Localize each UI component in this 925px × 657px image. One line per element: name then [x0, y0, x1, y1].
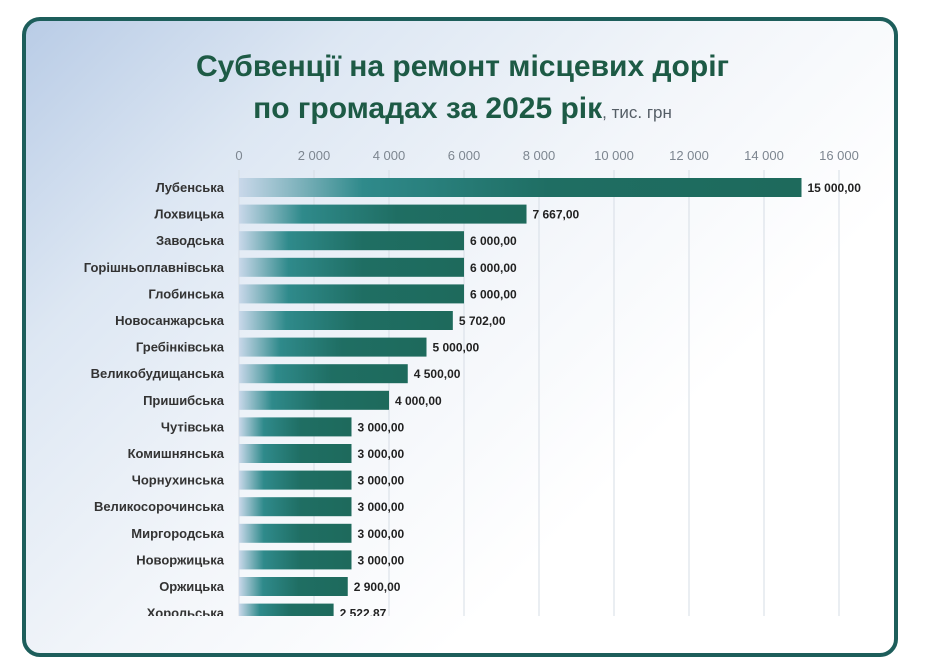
category-label: Миргородська [131, 526, 224, 541]
bar [239, 417, 352, 437]
value-label: 6 000,00 [470, 261, 517, 275]
value-label: 5 702,00 [459, 314, 506, 328]
value-label: 3 000,00 [358, 474, 405, 488]
value-label: 6 000,00 [470, 234, 517, 248]
bar [239, 603, 334, 616]
x-tick-label: 0 [235, 148, 242, 163]
bar [239, 178, 802, 197]
bar [239, 444, 352, 463]
value-label: 3 000,00 [358, 527, 405, 541]
bar [239, 231, 464, 251]
value-label: 2 522,87 [340, 607, 387, 616]
chart-title-line2: по громадах за 2025 рік, тис. грн [0, 92, 925, 126]
bar [239, 523, 352, 543]
value-label: 3 000,00 [358, 447, 405, 461]
bars: Лубенська 15 000,00 Лохвицька 7 667,00 Завод… [84, 178, 861, 616]
value-label: 4 500,00 [414, 367, 461, 381]
category-label: Горішньоплавнівська [84, 260, 225, 275]
category-label: Пришибська [143, 393, 225, 408]
category-label: Глобинська [148, 286, 224, 301]
x-tick-label: 12 000 [669, 148, 709, 163]
value-label: 2 900,00 [354, 580, 401, 594]
bar [239, 577, 348, 596]
chart-title-line1: Субвенції на ремонт місцевих доріг [195, 50, 730, 83]
x-tick-label: 16 000 [819, 148, 859, 163]
category-label: Заводська [156, 233, 225, 248]
bar [239, 337, 427, 357]
category-label: Новоржицька [136, 552, 225, 567]
bar-chart: 0 2 000 4 000 6 000 8 000 10 000 12 000 14 000 1… [84, 148, 861, 616]
value-label: 3 000,00 [358, 420, 405, 434]
x-tick-label: 6 000 [448, 148, 481, 163]
bar [239, 284, 464, 304]
category-label: Гребінківська [136, 340, 225, 355]
bar [239, 390, 389, 410]
value-label: 4 000,00 [395, 394, 442, 408]
bar [239, 204, 527, 224]
value-label: 15 000,00 [808, 181, 862, 195]
category-label: Новосанжарська [115, 313, 225, 328]
category-label: Чорнухинська [132, 473, 225, 488]
bar [239, 470, 352, 490]
category-label: Комишнянська [128, 446, 225, 461]
bar [239, 311, 453, 330]
x-tick-label: 14 000 [744, 148, 784, 163]
value-label: 6 000,00 [470, 287, 517, 301]
x-tick-label: 8 000 [523, 148, 556, 163]
category-label: Лохвицька [154, 207, 224, 222]
value-label: 3 000,00 [358, 500, 405, 514]
bar [239, 550, 352, 570]
category-label: Оржицька [159, 579, 225, 594]
category-label: Великобудищанська [91, 366, 225, 381]
x-axis-ticks: 0 2 000 4 000 6 000 8 000 10 000 12 000 14 000 1… [235, 148, 859, 163]
chart-unit: , тис. грн [602, 103, 672, 122]
category-label: Чутівська [161, 419, 225, 434]
x-tick-label: 10 000 [594, 148, 634, 163]
value-label: 5 000,00 [433, 341, 480, 355]
bar [239, 364, 408, 384]
category-label: Лубенська [156, 180, 225, 195]
chart-card [22, 17, 898, 657]
x-tick-label: 2 000 [298, 148, 331, 163]
value-label: 3 000,00 [358, 553, 405, 567]
chart-title-line2-text: по громадах за 2025 рік [253, 92, 603, 125]
category-label: Великосорочинська [94, 499, 225, 514]
bar [239, 497, 352, 517]
value-label: 7 667,00 [533, 208, 580, 222]
x-tick-label: 4 000 [373, 148, 406, 163]
category-label: Хорольська [147, 606, 225, 616]
bar [239, 257, 464, 277]
